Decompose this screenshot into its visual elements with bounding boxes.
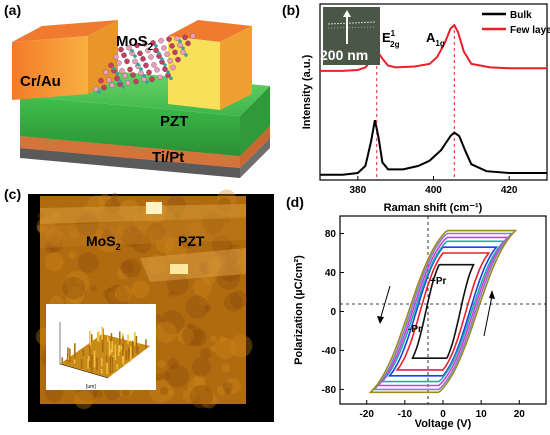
raman-series-bulk	[320, 119, 547, 176]
pe-ytick-label: 40	[325, 268, 337, 279]
substrate-side	[240, 138, 270, 178]
afm-xtick-3: 7.5	[188, 411, 200, 420]
mos2-atoms	[93, 33, 196, 94]
raman-legend: Bulk Few layers	[482, 10, 550, 36]
raman-inset-image: 200 nm	[320, 7, 380, 65]
afm-strip-2	[40, 216, 246, 248]
pe-loops	[368, 229, 518, 394]
afm-xtick-4: 10.0	[236, 411, 252, 420]
afm-strip-3	[140, 248, 246, 282]
mos2-label: MoS2	[116, 33, 154, 53]
pe-arrow-down	[377, 285, 391, 324]
right-contact-side	[220, 26, 252, 110]
panel-a-label: (a)	[4, 2, 22, 18]
raman-ticks: 380 400 420	[349, 176, 518, 196]
afm-xtick-1: 2.5	[85, 411, 97, 420]
pe-ylabel: Polarization (µC/cm²)	[293, 255, 305, 365]
tipt-side	[240, 126, 270, 168]
raman-xtick-label: 380	[349, 185, 366, 196]
pe-loop-3	[380, 240, 506, 383]
device-schematic: MoS2 Cr/Au PZT Ti/Pt	[12, 20, 270, 178]
raman-xtick-label: 420	[501, 185, 518, 196]
pe-ytick-label: 0	[330, 307, 336, 318]
afm-pzt-label: PZT	[178, 233, 205, 249]
a1g-peak-label: A1g	[426, 30, 445, 48]
pe-xtick-label: -10	[398, 409, 413, 420]
svg-text:[um]: [um]	[86, 384, 96, 390]
raman-series	[320, 23, 547, 176]
pe-arrow-up	[483, 290, 495, 337]
pe-xtick-label: 0	[440, 409, 446, 420]
afm-ytick-3: 2.5	[250, 349, 262, 358]
pe-ticks: -20 -10 0 10 20 -80 -40 0 40 80	[322, 229, 526, 420]
raman-ylabel: Intensity (a.u.)	[301, 54, 313, 129]
pe-loop-1	[395, 252, 491, 371]
pe-xlabel: Voltage (V)	[415, 418, 472, 430]
afm-bright-spot-2	[170, 264, 188, 274]
pe-loop-chart: -20 -10 0 10 20 -80 -40 0 40 80 +Pr -Pr Polarizat…	[293, 215, 547, 430]
afm-y-ticks: 10.0 7.5 5.0 2.5 0	[250, 193, 266, 408]
legend-few-layers: Few layers	[510, 25, 550, 36]
left-contact-top	[12, 20, 118, 42]
panel-b-label: (b)	[282, 2, 300, 18]
right-contact-front	[168, 36, 220, 110]
pe-xtick-label: -20	[359, 409, 374, 420]
afm-bright-spot-1	[146, 202, 162, 214]
e2g-peak-label: E1 2g	[382, 29, 400, 49]
contact-label: Cr/Au	[20, 73, 61, 90]
pe-loop-5	[372, 232, 514, 391]
tipt-front	[20, 136, 240, 168]
panel-d: (d) -20 -10 0 10 20 -80 -40 0 40 80 +Pr -Pr Polar…	[280, 186, 550, 430]
raman-xtick-label: 400	[425, 185, 442, 196]
raman-series-few-layers	[320, 23, 547, 72]
panel-d-label: (d)	[286, 194, 304, 210]
pe-ytick-label: -80	[322, 385, 337, 396]
tipt-label: Ti/Pt	[152, 149, 184, 166]
panel-c: (c) MoS2 PZT [um] 0 2.5 5.0	[0, 186, 278, 430]
pzt-front	[20, 96, 240, 156]
pe-xtick-label: 10	[476, 409, 488, 420]
pe-loop-2	[387, 246, 499, 377]
afm-xtick-2: 5.0	[137, 411, 149, 420]
pe-ytick-label: -40	[322, 346, 337, 357]
afm-x-ticks: 0 2.5 5.0 7.5 10.0	[38, 411, 253, 420]
afm-ytick-1: 7.5	[250, 245, 262, 254]
afm-image: MoS2 PZT [um] 0 2.5 5.0 7.5 10.0 10.0 7.…	[28, 189, 274, 422]
left-contact-side	[88, 20, 118, 94]
afm-xtick-0: 0	[38, 411, 43, 420]
pe-xtick-label: 20	[514, 409, 526, 420]
pe-plus-pr: +Pr	[430, 276, 447, 287]
afm-ytick-2: 5.0	[250, 297, 262, 306]
panel-b: (b) 380 400 420 200 nm E1 2g A1g Bulk Few l…	[282, 0, 550, 215]
inset-scale-label: 200 nm	[320, 47, 368, 63]
afm-3d-inset: [um]	[46, 304, 156, 390]
pzt-label: PZT	[160, 113, 188, 130]
legend-bulk: Bulk	[510, 10, 532, 21]
afm-ytick-0: 10.0	[250, 193, 266, 202]
afm-ytick-4: 0	[250, 399, 255, 408]
afm-mos2-label: MoS2	[86, 233, 121, 252]
pe-loop-0	[411, 263, 475, 359]
raman-xlabel: Raman shift (cm⁻¹)	[384, 202, 483, 214]
pe-loop-6	[368, 229, 518, 394]
substrate-front	[20, 148, 240, 178]
left-contact-front	[12, 36, 88, 100]
pe-ytick-label: 80	[325, 229, 337, 240]
panel-a: (a)	[0, 0, 290, 185]
panel-c-label: (c)	[4, 186, 22, 202]
pe-minus-pr: -Pr	[408, 324, 422, 335]
pzt-side	[240, 86, 270, 156]
